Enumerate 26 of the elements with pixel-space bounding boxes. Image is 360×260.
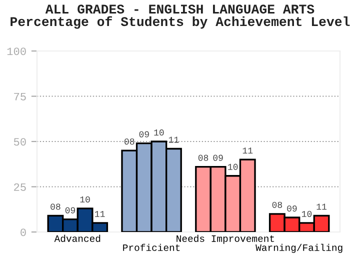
text: 09 [65,207,76,214]
x-tick-label: Warning/Failing [256,244,342,253]
x-tick-label: Proficient [123,244,180,251]
y-tick-label: 0 [20,228,26,236]
series-label: 08 [50,204,60,210]
y-tick-label: 25 [14,183,26,191]
text: 08 [124,138,134,145]
y-tick-label: 50 [14,138,26,146]
series-label: 10 [80,196,90,203]
text: 10 [154,129,164,136]
text: 09 [287,205,297,212]
text: 08 [272,202,282,208]
x-tick-label: Needs Improvement [176,234,274,244]
text: 11 [168,136,179,143]
chart-title: ALL GRADES - ENGLISH LANGUAGE ARTS Percentage of Students by Achievement Level [10,4,350,29]
text: 10 [302,210,312,217]
series-label: 11 [95,210,105,217]
text: 09 [213,154,223,161]
text: 10 [228,164,238,170]
y-tick-label: 75 [14,92,26,100]
text: 08 [198,154,208,161]
text: 11 [242,148,253,154]
x-tick-label: Advanced [54,234,100,242]
y-tick-label: 100 [7,48,26,56]
text: 11 [316,204,327,210]
series-label: 09 [139,131,149,138]
